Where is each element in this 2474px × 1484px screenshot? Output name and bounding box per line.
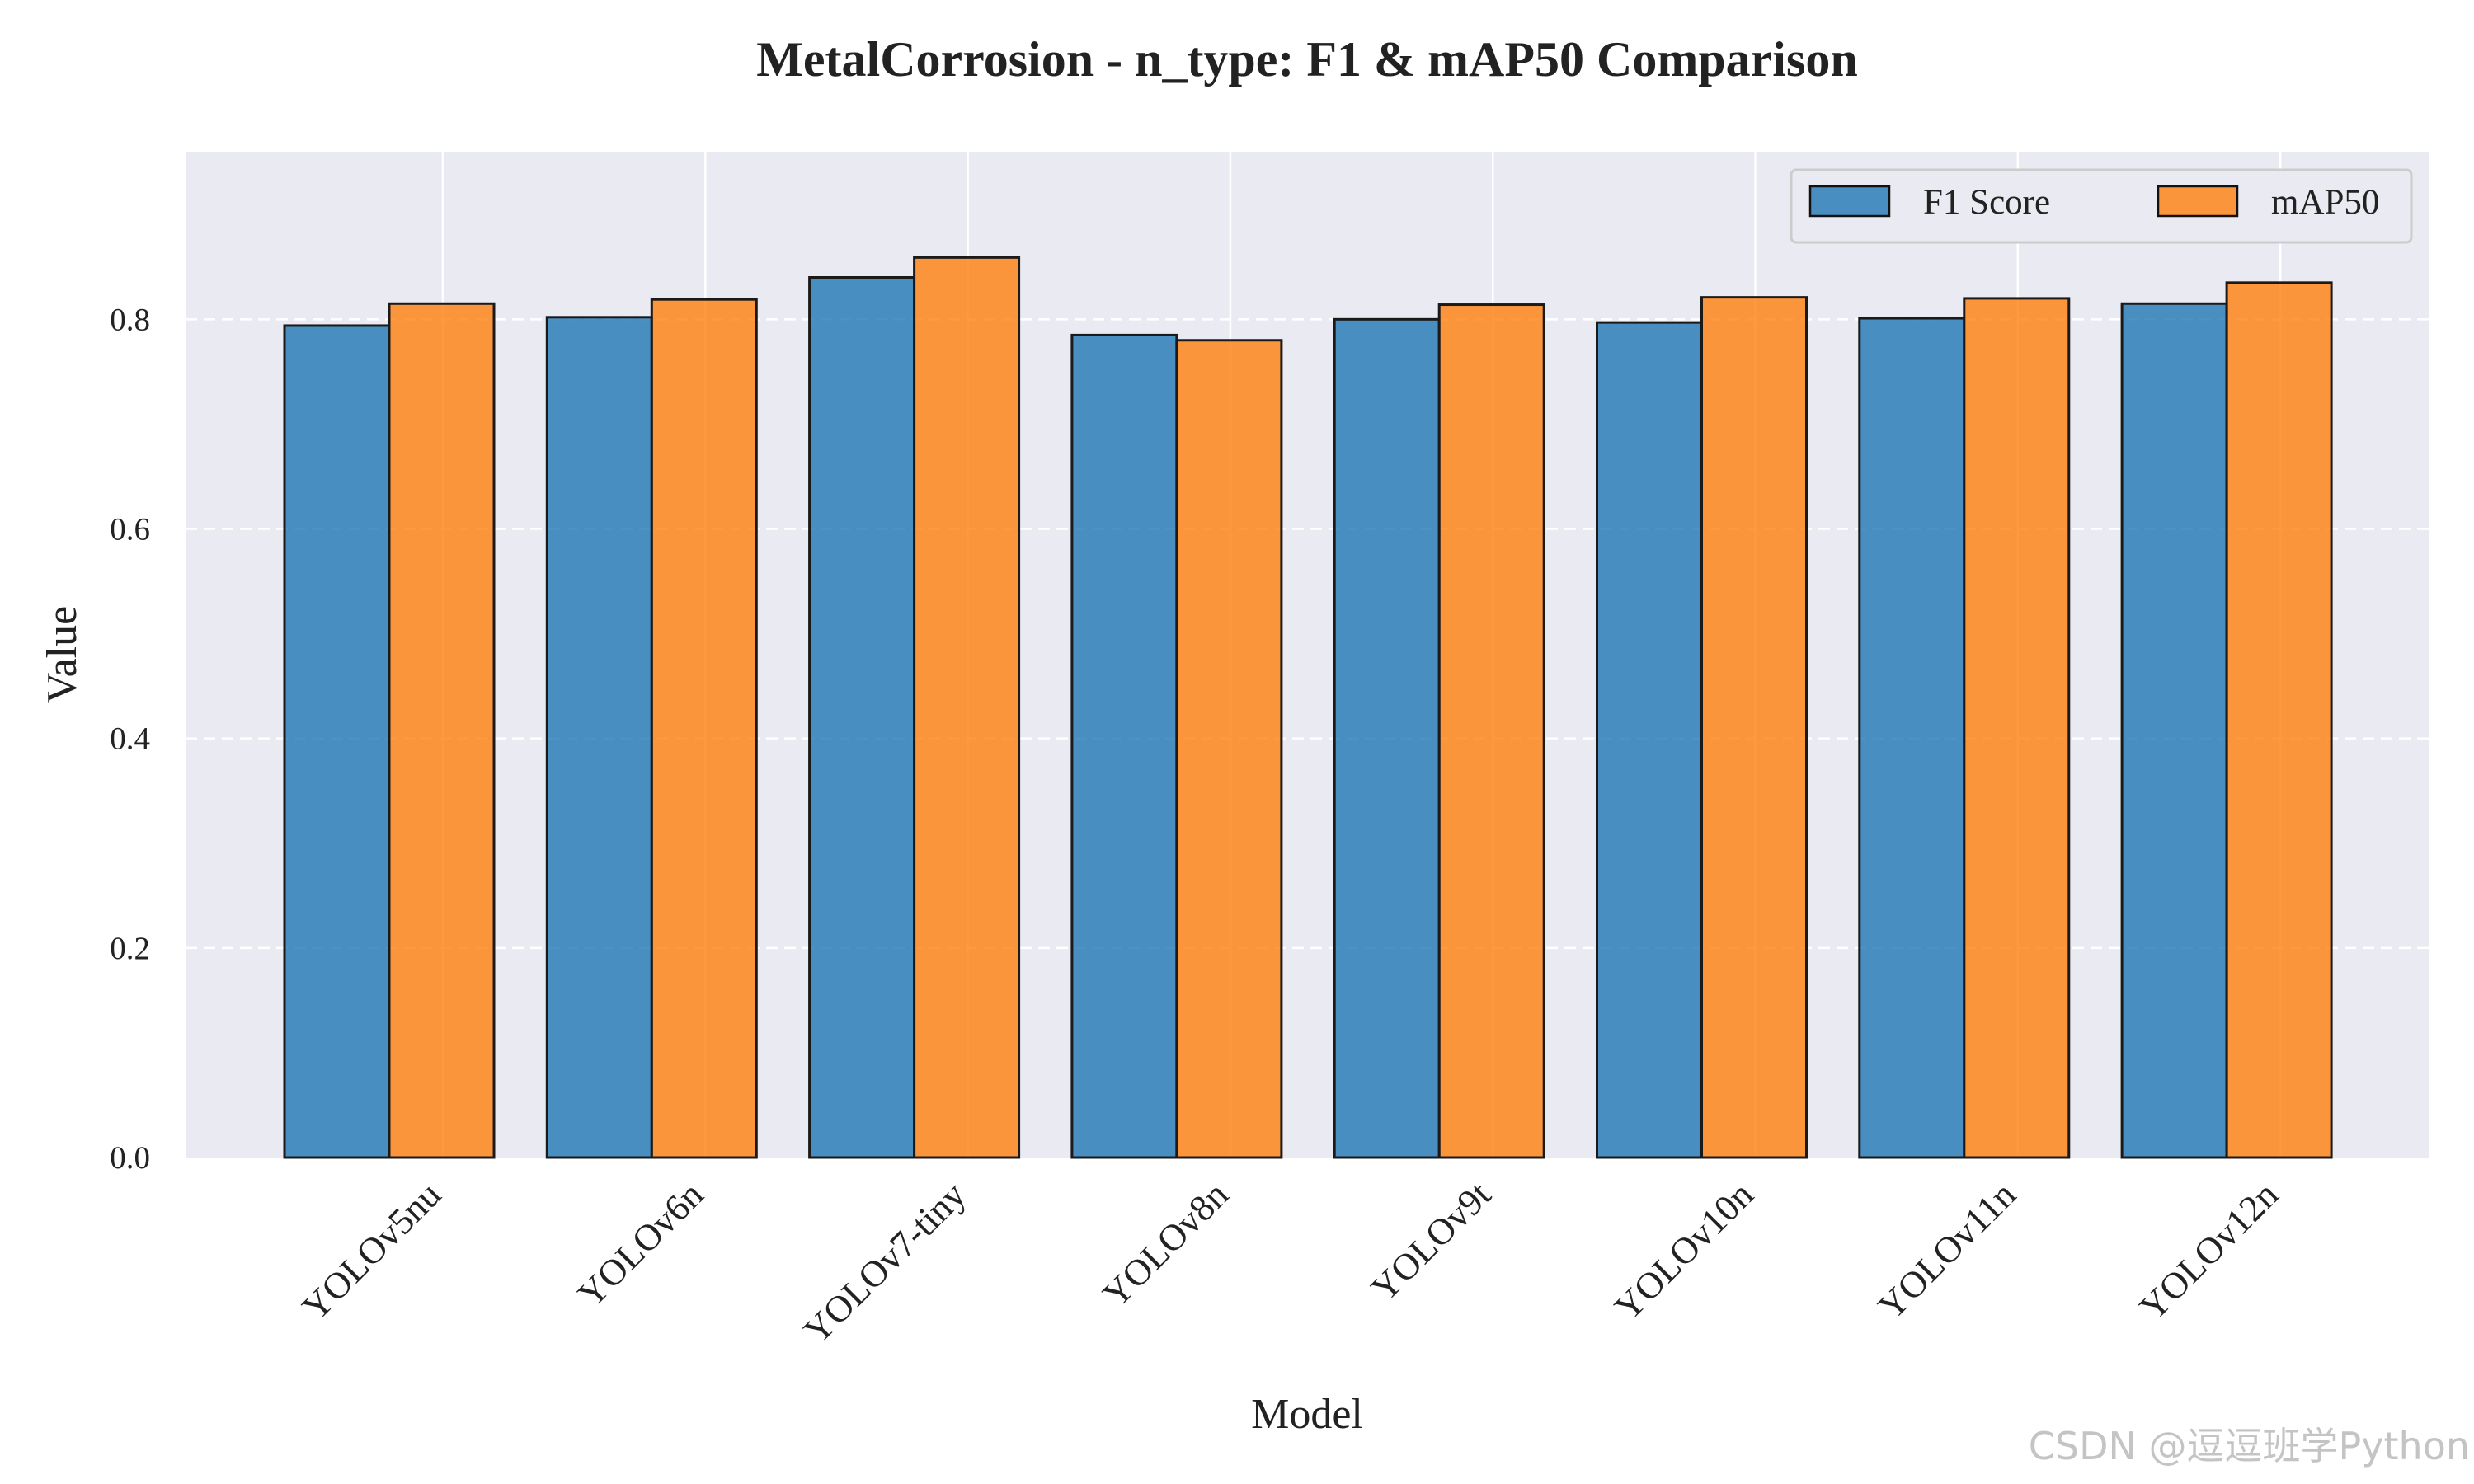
watermark: CSDN @逗逗班学Python — [2029, 1424, 2470, 1468]
bar-map50-yolov6n — [650, 298, 758, 1159]
y-axis-ticks: 0.0 0.2 0.4 0.6 0.8 — [110, 302, 150, 1176]
bar-f1-score-yolov5nu — [283, 324, 391, 1159]
y-tick-label: 0.0 — [110, 1140, 150, 1176]
bar-map50-yolov12n — [2225, 281, 2333, 1159]
x-axis-label: Model — [1251, 1391, 1363, 1438]
legend-swatch-map50 — [2157, 185, 2239, 218]
legend-label-map50: mAP50 — [2271, 183, 2379, 222]
legend: F1 Score mAP50 — [1790, 168, 2413, 244]
legend-swatch-f1-score — [1808, 185, 1891, 218]
y-axis-label: Value — [39, 606, 86, 703]
x-tick-label: YOLOv9t — [1363, 1173, 1499, 1309]
bar-map50-yolov7-tiny — [913, 256, 1021, 1159]
x-tick-label: YOLOv11n — [1870, 1174, 2024, 1327]
bar-f1-score-yolov12n — [2120, 302, 2228, 1159]
y-tick-label: 0.2 — [110, 931, 150, 966]
bar-map50-yolov11n — [1963, 297, 2071, 1159]
plot-area — [186, 152, 2429, 1158]
bar-map50-yolov8n — [1175, 339, 1283, 1159]
bar-map50-yolov9t — [1437, 303, 1545, 1159]
bar-f1-score-yolov10n — [1596, 321, 1703, 1159]
legend-label-f1-score: F1 Score — [1923, 183, 2050, 222]
x-tick-label: YOLOv8n — [1095, 1174, 1236, 1315]
bar-f1-score-yolov7-tiny — [808, 276, 916, 1159]
legend-box — [1790, 168, 2413, 244]
y-tick-label: 0.8 — [110, 302, 150, 337]
x-tick-label: YOLOv10n — [1606, 1174, 1761, 1328]
y-tick-label: 0.6 — [110, 512, 150, 547]
bar-f1-score-yolov8n — [1070, 333, 1178, 1159]
x-tick-label: YOLOv5nu — [294, 1174, 449, 1328]
x-tick-label: YOLOv6n — [570, 1174, 711, 1315]
x-tick-label: YOLOv7-tiny — [796, 1173, 974, 1351]
y-tick-label: 0.4 — [110, 721, 150, 757]
bar-f1-score-yolov9t — [1333, 317, 1441, 1159]
chart-title: MetalCorrosion - n_type: F1 & mAP50 Comp… — [756, 32, 1857, 87]
bar-f1-score-yolov11n — [1858, 317, 1966, 1159]
bar-map50-yolov5nu — [388, 302, 496, 1159]
bars — [283, 256, 2333, 1159]
x-axis-ticks: YOLOv5nu YOLOv6n YOLOv7-tiny YOLOv8n YOLOv9t… — [294, 1173, 2286, 1351]
x-tick-label: YOLOv12n — [2132, 1174, 2286, 1328]
bar-map50-yolov10n — [1700, 296, 1808, 1159]
bar-f1-score-yolov6n — [545, 316, 653, 1159]
